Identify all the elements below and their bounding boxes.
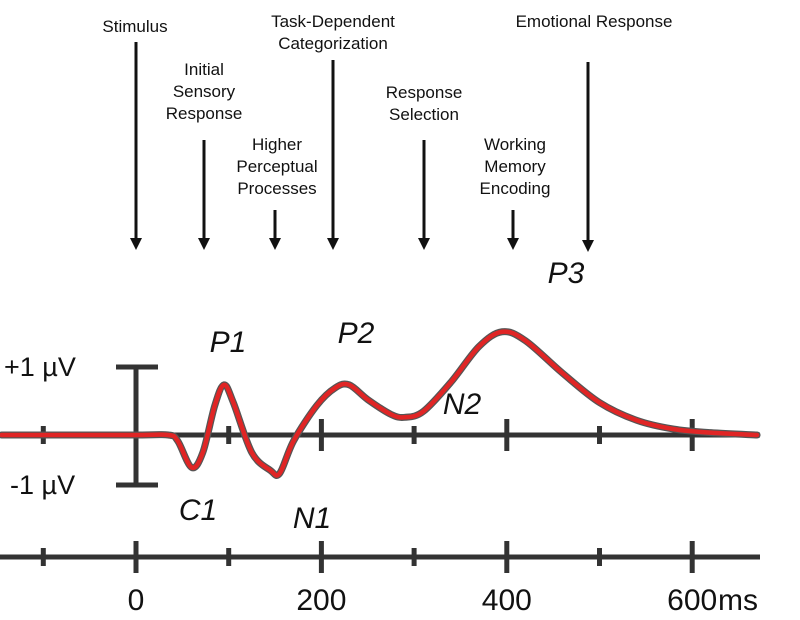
peak-label-p3: P3 xyxy=(548,257,585,290)
time-axis-labels: 0 200 400 600 xyxy=(128,584,718,617)
peak-label-n1: N1 xyxy=(293,502,331,535)
annotation-label: Emotional Response xyxy=(516,12,673,31)
waveform-shadow xyxy=(0,328,761,479)
peak-label-p2: P2 xyxy=(338,317,375,350)
arrow-head xyxy=(327,238,339,250)
tick-label: 0 xyxy=(128,584,145,617)
arrow-head xyxy=(269,238,281,250)
tick-label: 400 xyxy=(482,584,532,617)
annotation-label: Task-Dependent Categorization xyxy=(271,12,395,53)
arrow-head xyxy=(582,240,594,252)
time-axis-ticks xyxy=(40,541,695,573)
annotation-label: Working Memory Encoding xyxy=(480,135,551,198)
annotation-layer: Stimulus Initial Sensory Response Higher Perc… xyxy=(102,12,672,198)
arrow-head xyxy=(507,238,519,250)
tick-label: 200 xyxy=(296,584,346,617)
scale-top-label: +1 µV xyxy=(4,352,76,382)
peak-label-c1: C1 xyxy=(179,494,217,527)
time-axis-unit: ms xyxy=(718,584,758,617)
erp-waveform xyxy=(0,329,760,478)
arrow-head xyxy=(130,238,142,250)
tick-label: 600 xyxy=(667,584,717,617)
annotation-label: Initial Sensory Response xyxy=(166,60,243,123)
scale-bottom-label: -1 µV xyxy=(10,470,75,500)
peak-labels: C1 P1 N1 P2 N2 P3 xyxy=(179,257,585,535)
annotation-label: Higher Perceptual Processes xyxy=(236,135,317,198)
arrow-head xyxy=(198,238,210,250)
peak-label-p1: P1 xyxy=(210,326,247,359)
arrow-head xyxy=(418,238,430,250)
arrow-layer xyxy=(130,42,594,252)
annotation-label: Stimulus xyxy=(102,17,167,36)
peak-label-n2: N2 xyxy=(443,388,482,421)
annotation-label: Response Selection xyxy=(386,83,463,124)
voltage-scale-bar: +1 µV -1 µV xyxy=(4,352,158,500)
